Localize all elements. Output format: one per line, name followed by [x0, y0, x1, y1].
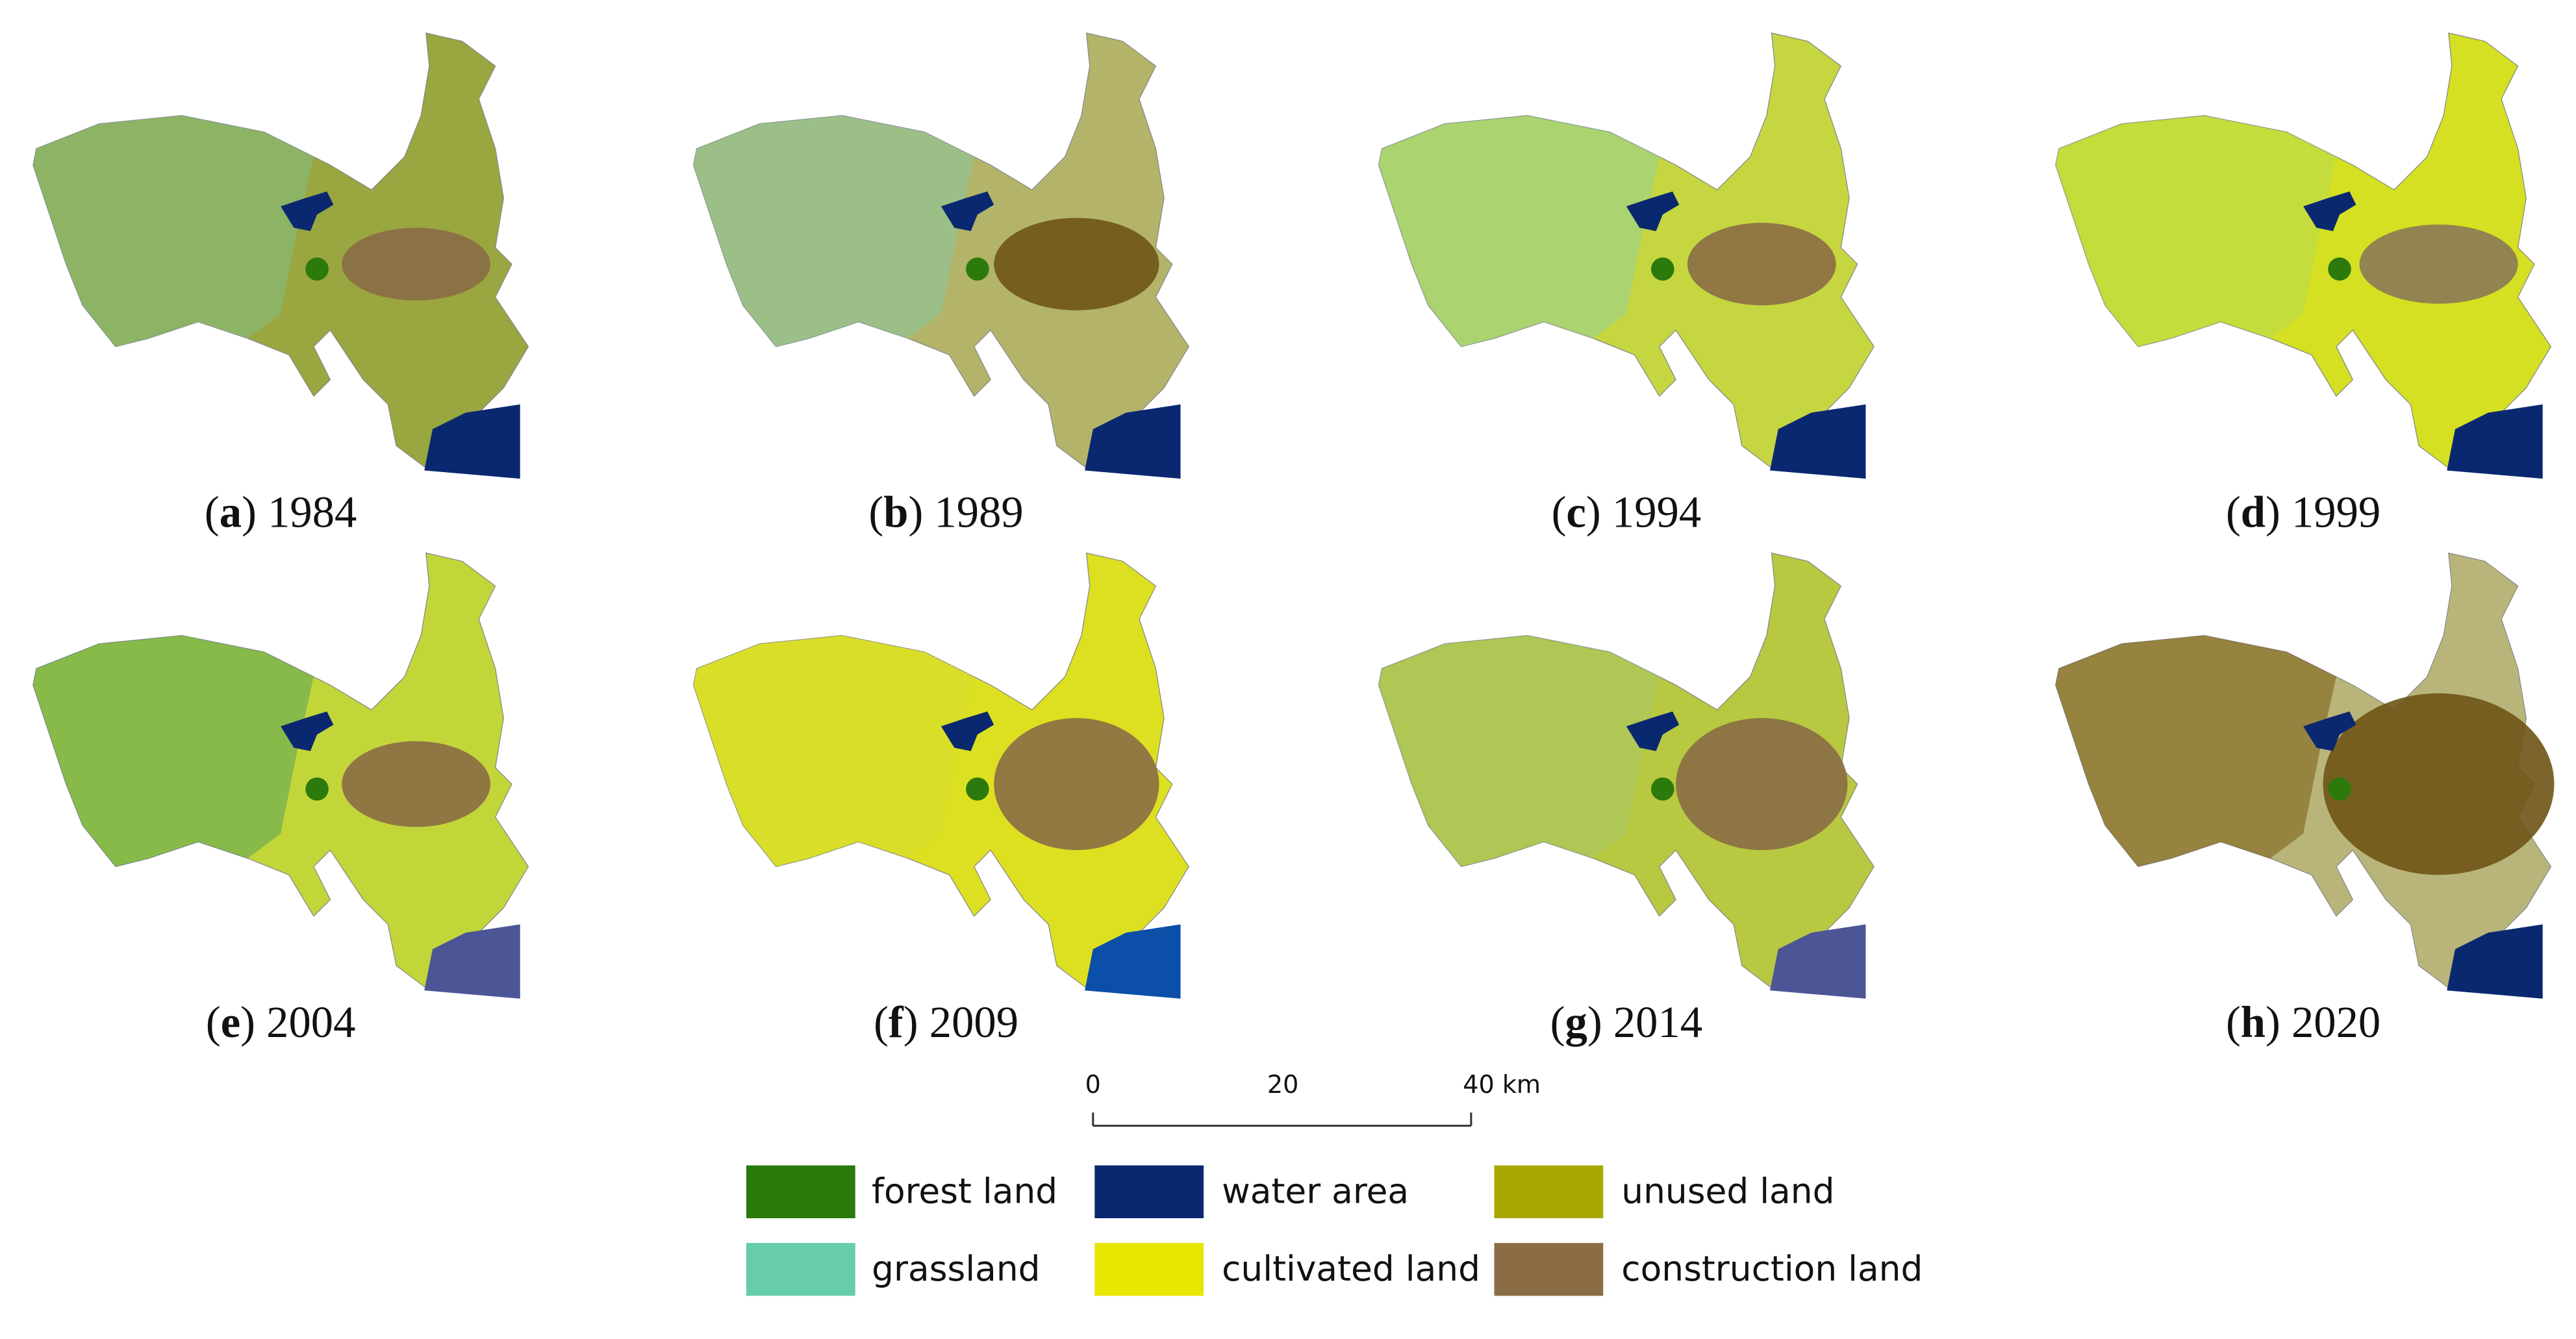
map-panel	[2054, 32, 2552, 479]
caption-part: ) 1994	[1586, 487, 1701, 536]
map-region	[2055, 115, 2336, 347]
construction-area	[2359, 224, 2518, 304]
legend-label: cultivated land	[1222, 1248, 1480, 1289]
legend-label: water area	[1222, 1171, 1409, 1212]
caption-part: ) 1989	[908, 487, 1023, 536]
map-panel	[692, 552, 1190, 999]
forest-patch	[305, 777, 329, 801]
caption-part: (	[874, 997, 889, 1047]
caption-part: ) 2020	[2266, 997, 2380, 1047]
caption-part: (	[1550, 997, 1565, 1047]
map-region	[32, 635, 314, 867]
caption-part: h	[2241, 997, 2266, 1047]
map-region	[1378, 635, 1660, 867]
forest-patch	[2328, 257, 2351, 281]
legend-swatch	[1494, 1165, 1604, 1218]
construction-area	[994, 218, 1159, 310]
map-panel	[1378, 552, 1875, 999]
scale-label: 0	[1085, 1070, 1101, 1099]
legend-swatch	[746, 1165, 855, 1218]
forest-patch	[966, 257, 989, 281]
legend-label: forest land	[872, 1171, 1057, 1212]
construction-area	[2323, 693, 2555, 875]
legend-swatch	[1494, 1243, 1604, 1296]
legend-swatch	[746, 1243, 855, 1296]
panel-caption: (b) 1989	[868, 487, 1023, 536]
construction-area	[342, 227, 490, 301]
scale-label: 20	[1267, 1070, 1299, 1099]
map-region	[32, 115, 314, 347]
construction-area	[994, 718, 1159, 851]
forest-patch	[2328, 777, 2351, 801]
panel-caption: (c) 1994	[1552, 487, 1702, 536]
caption-part: (	[1552, 487, 1567, 536]
caption-part: ) 2004	[240, 997, 355, 1047]
forest-patch	[305, 257, 329, 281]
caption-part: ) 2014	[1587, 997, 1702, 1047]
scale-label: 40 km	[1463, 1070, 1541, 1099]
panel-caption: (e) 2004	[206, 997, 356, 1047]
map-panel	[1378, 32, 1875, 479]
caption-part: g	[1565, 997, 1587, 1047]
panel-caption: (f) 2009	[874, 997, 1018, 1047]
caption-part: (	[868, 487, 883, 536]
caption-part: b	[883, 487, 908, 536]
caption-part: ) 1999	[2266, 487, 2380, 536]
caption-part: c	[1566, 487, 1585, 536]
panel-caption: (a) 1984	[205, 487, 357, 536]
forest-patch	[966, 777, 989, 801]
map-region	[693, 115, 974, 347]
caption-part: e	[221, 997, 240, 1047]
map-region	[1378, 115, 1660, 347]
map-panel	[32, 552, 529, 999]
forest-patch	[1651, 257, 1674, 281]
legend-swatch	[1094, 1243, 1204, 1296]
figure-content: (a) 1984 (b) 1989 (c) 1994 (d) 1999(e) 2004…	[32, 32, 2555, 1296]
panel-caption: (h) 2020	[2226, 997, 2380, 1047]
caption-part: ) 2009	[903, 997, 1018, 1047]
caption-part: (	[2226, 487, 2241, 536]
caption-part: (	[205, 487, 220, 536]
legend-label: unused land	[1621, 1171, 1834, 1212]
legend-swatch	[1094, 1165, 1204, 1218]
legend-label: grassland	[872, 1248, 1040, 1289]
map-panel	[692, 32, 1190, 479]
panel-caption: (d) 1999	[2226, 487, 2380, 536]
legend-label: construction land	[1621, 1248, 1923, 1289]
caption-part: (	[2226, 997, 2241, 1047]
construction-area	[1676, 718, 1848, 851]
map-region	[693, 635, 974, 867]
map-panel	[32, 32, 529, 479]
construction-area	[342, 741, 490, 827]
construction-area	[1687, 223, 1836, 306]
forest-patch	[1651, 777, 1674, 801]
map-panel	[2054, 552, 2555, 999]
caption-part: (	[206, 997, 221, 1047]
caption-part: d	[2241, 487, 2266, 536]
caption-part: f	[889, 997, 904, 1047]
caption-part: ) 1984	[242, 487, 357, 536]
caption-part: a	[220, 487, 242, 536]
map-region	[2055, 635, 2336, 867]
panel-caption: (g) 2014	[1550, 997, 1702, 1047]
